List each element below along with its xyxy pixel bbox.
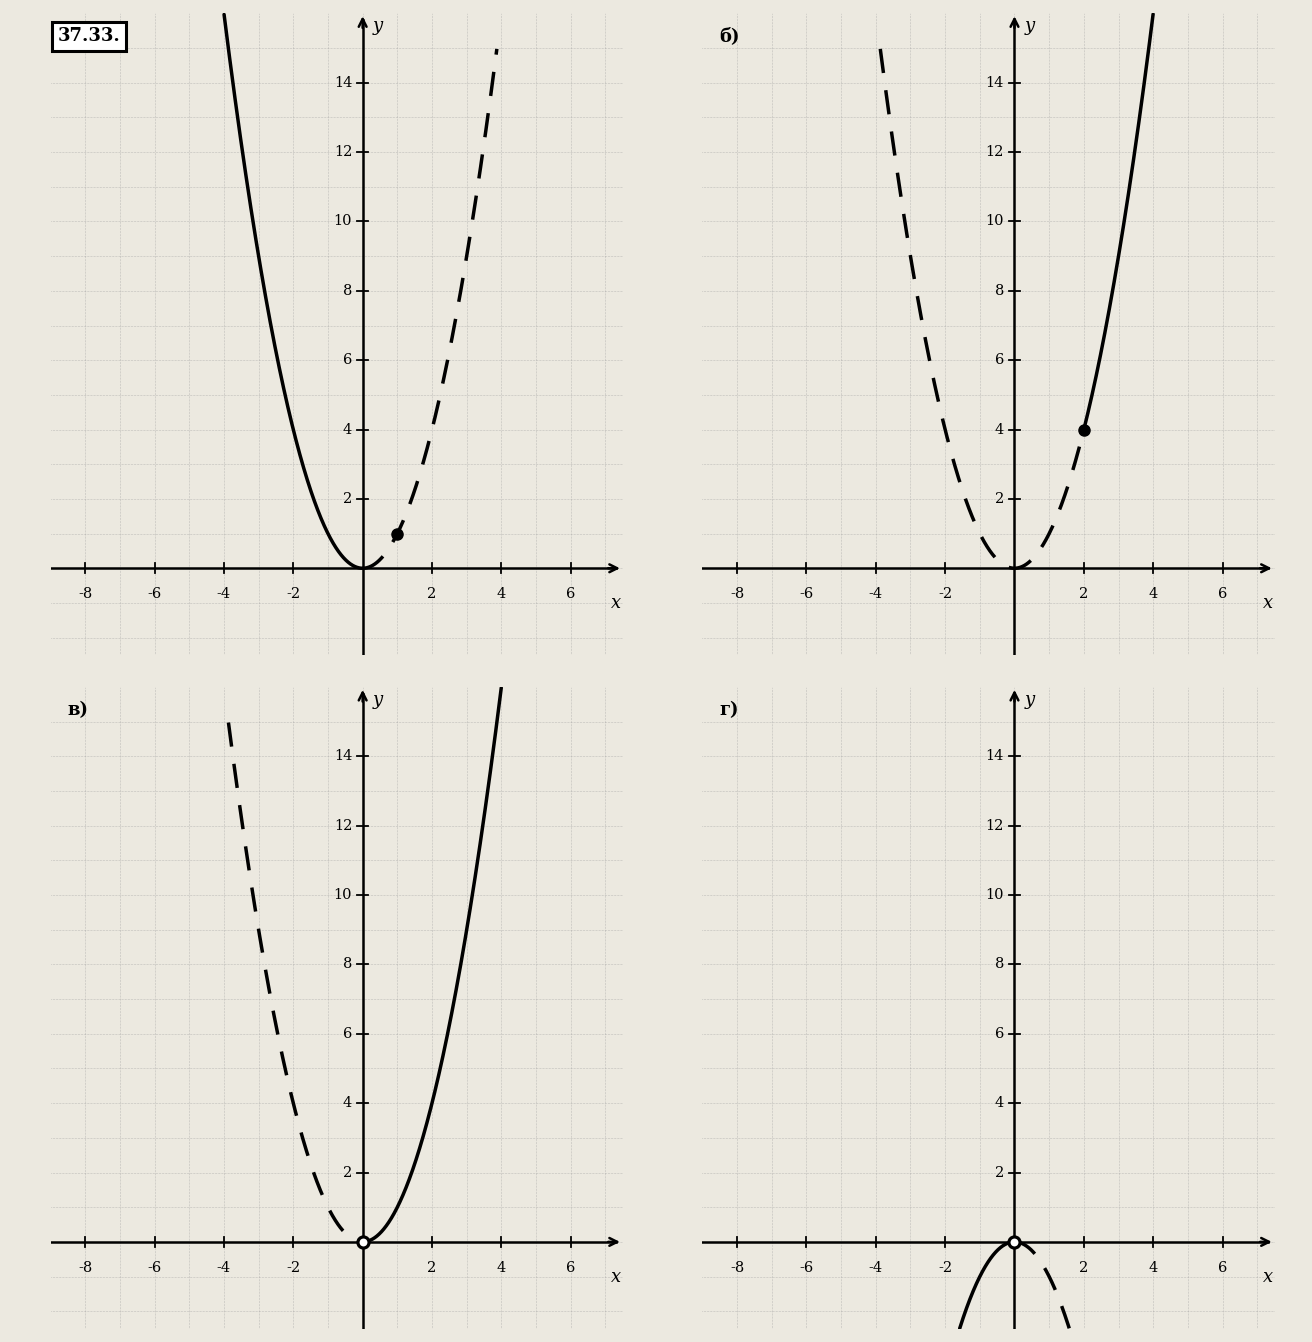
Text: y: y <box>373 17 383 35</box>
Text: -4: -4 <box>869 588 883 601</box>
Text: 14: 14 <box>333 749 352 764</box>
Text: x: x <box>1262 595 1273 612</box>
Text: 12: 12 <box>985 145 1004 160</box>
Text: 4: 4 <box>342 1096 352 1110</box>
Text: 4: 4 <box>497 588 506 601</box>
Text: 6: 6 <box>342 1027 352 1041</box>
Text: 8: 8 <box>342 285 352 298</box>
Text: 2: 2 <box>994 1166 1004 1180</box>
Text: 10: 10 <box>333 888 352 902</box>
Text: x: x <box>610 595 621 612</box>
Text: -4: -4 <box>216 1261 231 1275</box>
Text: -8: -8 <box>729 588 744 601</box>
Text: 10: 10 <box>333 215 352 228</box>
Text: 12: 12 <box>985 819 1004 833</box>
Text: 8: 8 <box>342 957 352 972</box>
Text: 2: 2 <box>1080 1261 1089 1275</box>
Text: -2: -2 <box>938 1261 953 1275</box>
Text: 2: 2 <box>428 588 437 601</box>
Text: 2: 2 <box>994 493 1004 506</box>
Text: 2: 2 <box>342 1166 352 1180</box>
Text: 4: 4 <box>1148 1261 1157 1275</box>
Text: -6: -6 <box>147 1261 161 1275</box>
Text: 2: 2 <box>342 493 352 506</box>
Text: -8: -8 <box>79 1261 92 1275</box>
Text: 10: 10 <box>985 215 1004 228</box>
Text: 6: 6 <box>342 353 352 368</box>
Text: -4: -4 <box>869 1261 883 1275</box>
Text: -4: -4 <box>216 588 231 601</box>
Text: 4: 4 <box>994 423 1004 436</box>
Text: 8: 8 <box>994 957 1004 972</box>
Text: 6: 6 <box>1218 588 1227 601</box>
Text: г): г) <box>720 701 739 719</box>
Text: 6: 6 <box>1218 1261 1227 1275</box>
Text: 6: 6 <box>565 1261 576 1275</box>
Text: 12: 12 <box>333 819 352 833</box>
Text: x: x <box>1262 1268 1273 1286</box>
Text: y: y <box>1025 691 1034 709</box>
Text: в): в) <box>68 701 89 719</box>
Text: 4: 4 <box>497 1261 506 1275</box>
Text: 6: 6 <box>565 588 576 601</box>
Text: -6: -6 <box>799 1261 813 1275</box>
Text: -2: -2 <box>938 588 953 601</box>
Text: 2: 2 <box>428 1261 437 1275</box>
Text: 10: 10 <box>985 888 1004 902</box>
Text: 12: 12 <box>333 145 352 160</box>
Text: 14: 14 <box>985 75 1004 90</box>
Text: -8: -8 <box>79 588 92 601</box>
Text: 8: 8 <box>994 285 1004 298</box>
Text: 14: 14 <box>985 749 1004 764</box>
Text: x: x <box>610 1268 621 1286</box>
Text: y: y <box>373 691 383 709</box>
Text: -6: -6 <box>147 588 161 601</box>
Text: 4: 4 <box>342 423 352 436</box>
Text: 14: 14 <box>333 75 352 90</box>
Text: -2: -2 <box>286 1261 300 1275</box>
Text: y: y <box>1025 17 1034 35</box>
Text: а): а) <box>68 27 88 46</box>
Text: -8: -8 <box>729 1261 744 1275</box>
Text: -6: -6 <box>799 588 813 601</box>
Text: 2: 2 <box>1080 588 1089 601</box>
Text: б): б) <box>720 27 740 46</box>
Text: 6: 6 <box>994 353 1004 368</box>
Text: 37.33.: 37.33. <box>58 27 121 46</box>
Text: 4: 4 <box>994 1096 1004 1110</box>
Text: -2: -2 <box>286 588 300 601</box>
Text: 6: 6 <box>994 1027 1004 1041</box>
Text: 4: 4 <box>1148 588 1157 601</box>
